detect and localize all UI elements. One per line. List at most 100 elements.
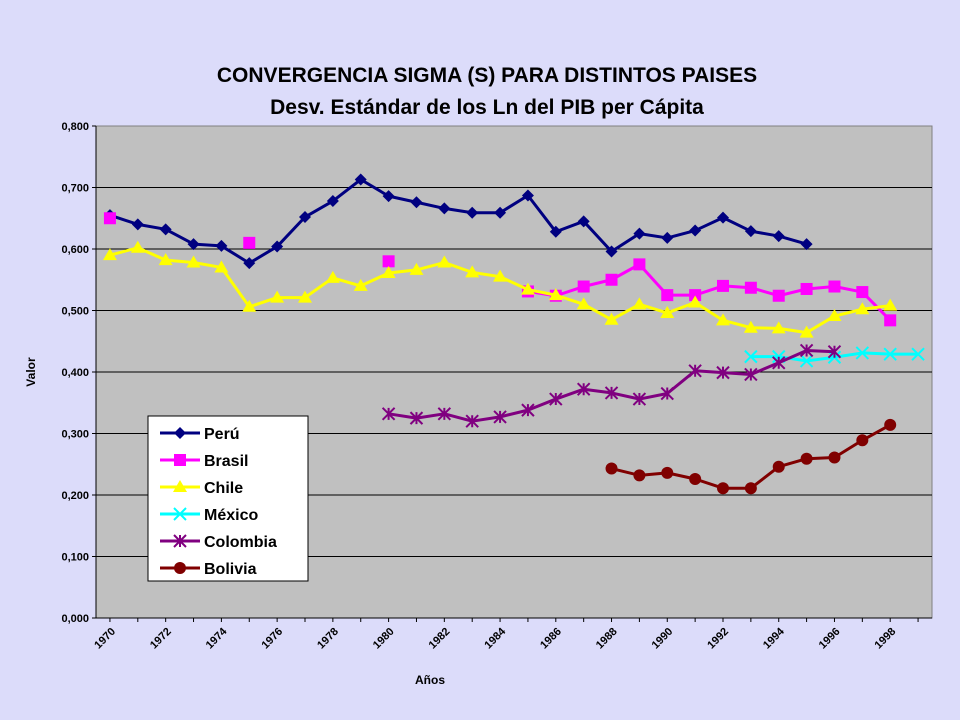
x-axis-label: Años: [415, 673, 445, 687]
data-point: [270, 290, 285, 303]
data-point: [716, 313, 730, 326]
data-point: [576, 382, 591, 396]
data-point: [466, 206, 479, 219]
x-tick-label: 1970: [92, 626, 118, 652]
data-point: [130, 240, 145, 253]
data-point: [661, 289, 674, 302]
data-point: [661, 231, 674, 244]
legend-marker: [174, 427, 186, 439]
data-point: [883, 298, 898, 311]
x-tick-label: 1994: [761, 625, 787, 651]
series-peru: [103, 173, 813, 270]
x-axis-ticks: 1970 1972 1974 1976 1978 1980 1982 1984 1986 1988…: [92, 617, 932, 652]
data-point: [717, 279, 729, 292]
data-point: [744, 367, 758, 382]
data-point: [438, 202, 451, 215]
data-point: [604, 312, 619, 325]
data-point: [884, 314, 897, 327]
data-point: [771, 321, 786, 334]
data-point: [661, 466, 674, 479]
data-point: [632, 392, 647, 406]
y-tick-label: 0,200: [61, 490, 89, 502]
data-point: [632, 297, 647, 310]
data-point: [856, 434, 869, 447]
data-point: [325, 270, 340, 283]
data-point: [660, 386, 674, 401]
y-tick-label: 0,800: [61, 121, 89, 133]
data-point: [326, 195, 339, 208]
x-tick-label: 1984: [482, 625, 508, 651]
data-point: [689, 289, 702, 302]
data-point: [186, 255, 201, 268]
data-point: [744, 225, 757, 238]
data-point: [187, 238, 200, 251]
y-axis-ticks: 0,000 0,100 0,200 0,300 0,400 0,500 0,600 0,700…: [61, 121, 97, 625]
legend-label: Brasil: [204, 453, 248, 470]
data-point: [298, 290, 312, 303]
data-point: [243, 257, 256, 270]
data-point: [855, 346, 870, 360]
data-point: [215, 239, 228, 252]
data-point: [521, 189, 534, 202]
x-tick-label: 1986: [538, 626, 564, 652]
data-point: [800, 282, 813, 295]
data-point: [744, 482, 757, 495]
y-tick-label: 0,700: [61, 183, 89, 195]
legend-marker: [174, 562, 186, 574]
legend: Perú Brasil Chile México Colombia Bolivia: [147, 415, 309, 582]
data-point: [605, 462, 618, 475]
legend-item-colombia: Colombia: [160, 534, 277, 551]
x-tick-label: 1980: [371, 626, 397, 652]
data-point: [605, 273, 618, 286]
legend-label: México: [204, 507, 258, 524]
legend-item-mexico: México: [160, 507, 258, 524]
data-point: [381, 407, 396, 421]
series-chile: [102, 240, 898, 338]
legend-label: Bolivia: [204, 561, 257, 578]
data-point: [717, 482, 729, 495]
legend-marker: [173, 534, 187, 548]
y-tick-label: 0,000: [61, 613, 89, 625]
data-point: [689, 473, 702, 486]
x-tick-label: 1978: [315, 626, 341, 652]
data-point: [633, 227, 646, 240]
data-point: [828, 280, 841, 293]
legend-item-brasil: Brasil: [160, 453, 248, 470]
data-point: [827, 344, 842, 359]
legend-label: Chile: [204, 480, 243, 497]
data-point: [549, 225, 562, 238]
y-tick-label: 0,100: [61, 552, 89, 564]
data-point: [855, 302, 870, 315]
data-point: [409, 262, 424, 275]
series-bolivia: [605, 418, 897, 495]
x-tick-label: 1976: [259, 626, 285, 652]
legend-marker: [173, 480, 187, 492]
legend-marker: [173, 507, 187, 521]
data-point: [772, 460, 785, 473]
data-point: [689, 224, 702, 237]
data-point: [633, 469, 646, 482]
x-tick-label: 1988: [594, 626, 620, 652]
x-tick-label: 1982: [427, 626, 453, 652]
data-point: [800, 238, 813, 251]
series-layer: [102, 173, 925, 495]
legend-box: [147, 415, 309, 582]
data-point: [828, 451, 841, 464]
x-tick-label: 1990: [650, 626, 676, 652]
data-point: [856, 286, 869, 299]
y-tick-label: 0,500: [61, 306, 89, 318]
legend-item-chile: Chile: [160, 480, 243, 497]
data-point: [799, 343, 814, 358]
x-tick-label: 1972: [148, 626, 174, 652]
data-point: [381, 265, 396, 278]
data-point: [744, 349, 758, 364]
data-point: [382, 255, 395, 268]
data-point: [353, 278, 368, 291]
data-point: [799, 325, 814, 338]
data-point: [465, 414, 479, 428]
series-colombia: [381, 343, 842, 428]
y-axis-label: Valor: [24, 357, 38, 387]
data-point: [102, 248, 117, 261]
data-point: [911, 347, 925, 361]
